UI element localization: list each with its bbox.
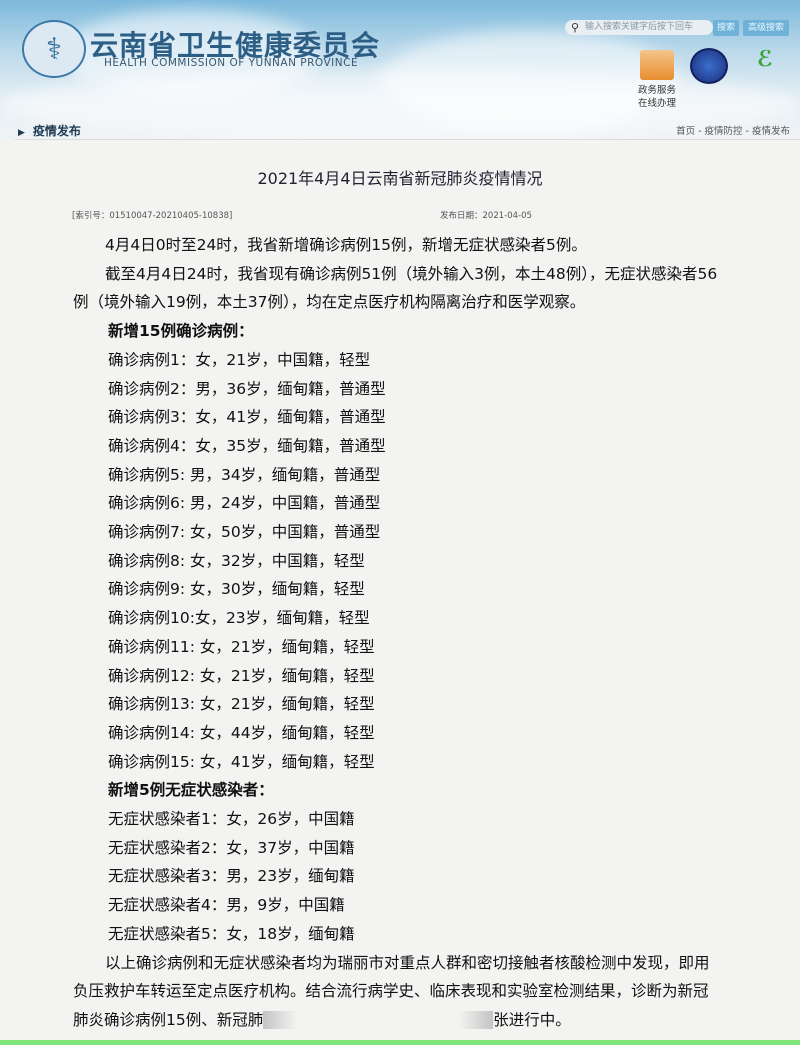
search-icon: ⚲	[571, 21, 580, 34]
health-commission-emblem[interactable]: ⚕	[22, 20, 86, 78]
confirmed-case: 确诊病例3：女，41岁，缅甸籍，普通型	[108, 408, 386, 427]
confirmed-case: 确诊病例7: 女，50岁，中国籍，普通型	[108, 523, 381, 542]
confirmed-case: 确诊病例4：女，35岁，缅甸籍，普通型	[108, 436, 386, 455]
search-button[interactable]: 搜索	[713, 20, 739, 36]
asymptomatic-case: 无症状感染者3：男，23岁，缅甸籍	[108, 867, 355, 886]
site-subtitle: HEALTH COMMISSION OF YUNNAN PROVINCE	[104, 57, 359, 69]
breadcrumb[interactable]: 首页 - 疫情防控 - 疫情发布	[676, 126, 790, 137]
paragraph: 以上确诊病例和无症状感染者均为瑞丽市对重点人群和密切接触者核酸检测中发现，即用	[105, 953, 710, 972]
triangle-icon: ▶	[18, 128, 25, 138]
confirmed-case: 确诊病例10:女，23岁，缅甸籍，轻型	[108, 609, 370, 628]
paragraph: 肺炎确诊病例15例、新冠肺 张进行中。	[73, 1010, 571, 1030]
emblem-badge-icon[interactable]	[690, 48, 728, 84]
confirmed-case: 确诊病例6: 男，24岁，中国籍，普通型	[108, 494, 381, 513]
confirmed-case: 确诊病例2：男，36岁，缅甸籍，普通型	[108, 379, 386, 398]
paragraph: 截至4月4日24时，我省现有确诊病例51例（境外输入3例，本土48例），无症状感…	[105, 264, 718, 283]
yunnan-health-logo[interactable]: ℰ	[756, 47, 774, 72]
confirmed-case: 确诊病例9: 女，30岁，缅甸籍，轻型	[108, 580, 365, 599]
confirmed-case: 确诊病例8: 女，32岁，中国籍，轻型	[108, 551, 365, 570]
confirmed-case: 确诊病例12: 女，21岁，缅甸籍，轻型	[108, 666, 375, 685]
advanced-search-button[interactable]: 高级搜索	[743, 20, 789, 36]
paragraph: 负压救护车转运至定点医疗机构。结合流行病学史、临床表现和实验室检测结果，诊断为新…	[73, 982, 709, 1001]
government-service-icon[interactable]	[640, 50, 674, 80]
confirmed-case: 确诊病例13: 女，21岁，缅甸籍，轻型	[108, 695, 375, 714]
confirmed-case: 确诊病例11: 女，21岁，缅甸籍，轻型	[108, 637, 375, 656]
section-title: ▶ 疫情发布	[18, 124, 81, 138]
asymptomatic-heading: 新增5例无症状感染者：	[108, 781, 274, 800]
publish-date: 发布日期：2021-04-05	[440, 211, 532, 221]
divider	[15, 139, 800, 140]
asymptomatic-case: 无症状感染者2：女，37岁，中国籍	[108, 838, 355, 857]
site-title: 云南省卫生健康委员会	[90, 29, 381, 62]
asymptomatic-case: 无症状感染者4：男，9岁，中国籍	[108, 896, 345, 915]
bottom-strip	[0, 1040, 800, 1045]
obscured-region	[263, 1011, 494, 1030]
search-input[interactable]: ⚲ 输入搜索关键字后按下回车	[565, 20, 713, 35]
asymptomatic-case: 无症状感染者5：女，18岁，缅甸籍	[108, 924, 355, 943]
asymptomatic-case: 无症状感染者1：女，26岁，中国籍	[108, 810, 355, 829]
paragraph: 例（境外输入19例，本土37例），均在定点医疗机构隔离治疗和医学观察。	[73, 293, 586, 312]
index-number: [索引号：01510047-20210405-10838]	[72, 211, 233, 221]
confirmed-case: 确诊病例14: 女，44岁，缅甸籍，轻型	[108, 723, 375, 742]
confirmed-case: 确诊病例15: 女，41岁，缅甸籍，轻型	[108, 752, 375, 771]
confirmed-case: 确诊病例5: 男，34岁，缅甸籍，普通型	[108, 465, 381, 484]
confirmed-case: 确诊病例1：女，21岁，中国籍，轻型	[108, 350, 371, 369]
article-title: 2021年4月4日云南省新冠肺炎疫情情况	[257, 169, 543, 188]
government-service-link[interactable]: 政务服务 在线办理	[638, 85, 677, 109]
article-body: 4月4日0时至24时，我省新增确诊病例15例，新增无症状感染者5例。 截至4月4…	[73, 231, 753, 1035]
confirmed-heading: 新增15例确诊病例：	[108, 322, 254, 341]
paragraph: 4月4日0时至24时，我省新增确诊病例15例，新增无症状感染者5例。	[105, 236, 587, 254]
